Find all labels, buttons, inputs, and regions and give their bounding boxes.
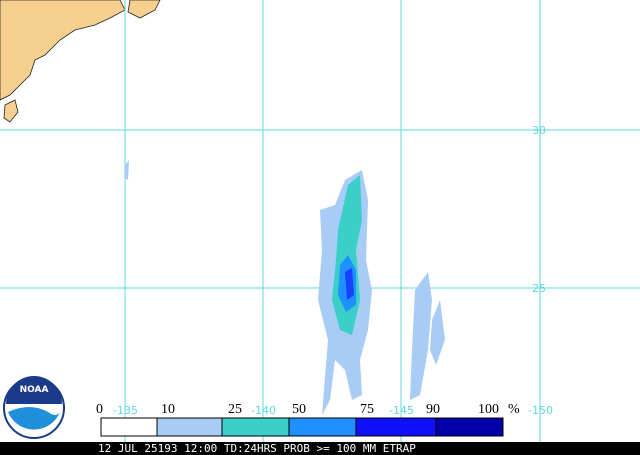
legend-label: 90 [426,402,440,417]
lon-label: -140 [251,404,276,417]
legend-label: 100 [478,402,499,417]
legend: 0 10 25 50 75 90 100 % [96,402,520,437]
lon-label: -135 [113,404,138,417]
lon-label: -150 [528,404,553,417]
legend-label: 75 [360,402,374,417]
legend-label: 50 [292,402,306,417]
legend-label: 10 [161,402,175,417]
lat-label: 30 [532,124,546,137]
noaa-logo: NOAA [3,376,65,439]
legend-label: 0 [96,402,103,417]
footer-text: 12 JUL 25193 12:00 TD:24HRS PROB >= 100 … [98,442,416,455]
footer-bar [0,442,640,455]
legend-unit: % [508,402,520,417]
land [0,0,161,123]
legend-label: 25 [228,402,242,417]
probability-swath [125,160,445,415]
logo-text: NOAA [20,385,49,395]
lon-label: -145 [389,404,414,417]
lat-label: 25 [532,282,546,295]
